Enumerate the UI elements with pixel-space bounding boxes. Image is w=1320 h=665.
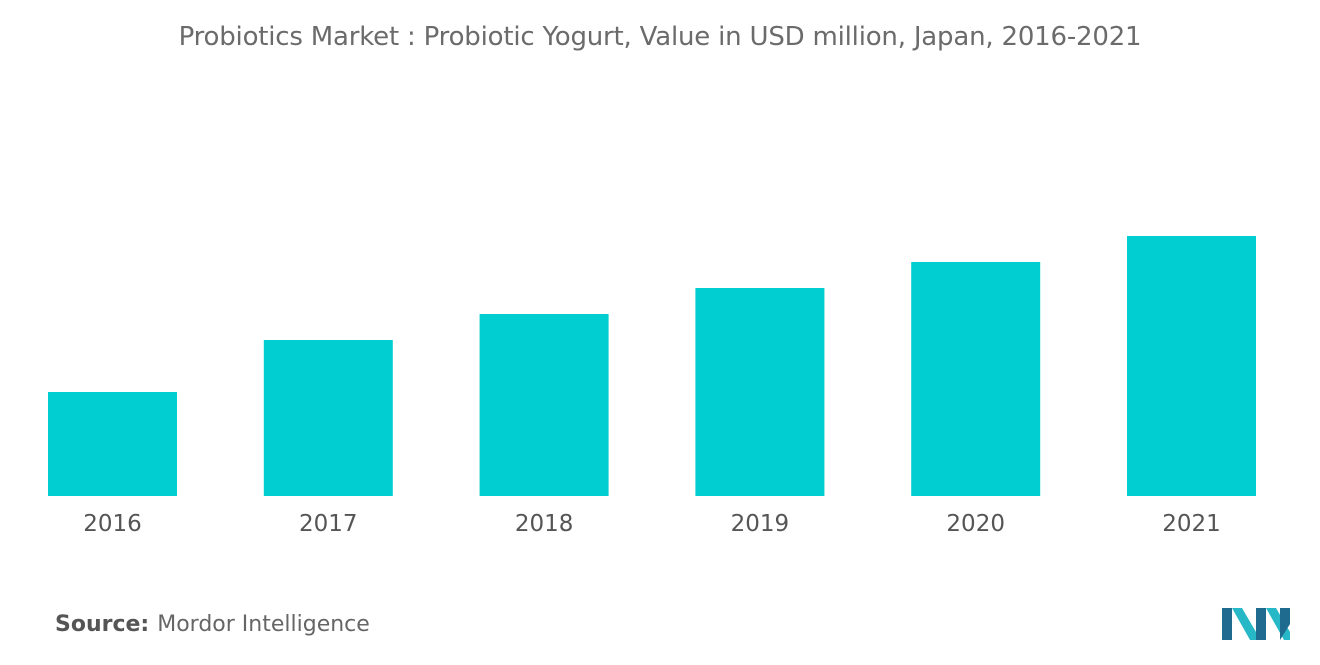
source-label: Source: [55, 612, 150, 637]
bar-2019 [695, 288, 825, 496]
bar-2021 [1127, 236, 1256, 496]
bar-2016 [48, 392, 177, 496]
logo-right-stroke [1280, 608, 1290, 640]
logo-left-stroke [1222, 608, 1232, 640]
bar-chart: 2016 2017 2018 2019 2020 2021 [48, 236, 1256, 537]
x-tick-label-2020: 2020 [946, 511, 1005, 537]
logo-left-diagonal [1232, 608, 1256, 640]
x-tick-label-2016: 2016 [83, 511, 142, 537]
x-tick-label-2021: 2021 [1162, 511, 1221, 537]
source-note: Source: Mordor Intelligence [55, 612, 370, 637]
logo-middle-stroke [1256, 608, 1266, 640]
bar-2018 [479, 314, 609, 496]
bar-2020 [911, 262, 1041, 496]
x-tick-label-2018: 2018 [515, 511, 574, 537]
bar-2017 [263, 340, 393, 496]
bars-layer [48, 236, 1256, 496]
x-tick-label-2019: 2019 [731, 511, 790, 537]
mordor-intelligence-logo-icon [1222, 608, 1290, 640]
x-axis-tick-labels: 2016 2017 2018 2019 2020 2021 [83, 511, 1221, 537]
x-tick-label-2017: 2017 [299, 511, 358, 537]
source-value: Mordor Intelligence [157, 612, 370, 637]
chart-title: Probiotics Market : Probiotic Yogurt, Va… [178, 22, 1142, 52]
